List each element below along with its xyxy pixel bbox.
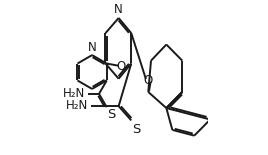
Text: N: N <box>114 3 123 16</box>
Text: O: O <box>116 60 125 73</box>
Text: H₂N: H₂N <box>66 99 88 112</box>
Text: N: N <box>88 41 96 54</box>
Text: S: S <box>107 108 116 121</box>
Text: S: S <box>132 123 140 136</box>
Text: H₂N: H₂N <box>63 87 85 100</box>
Text: O: O <box>144 74 153 87</box>
